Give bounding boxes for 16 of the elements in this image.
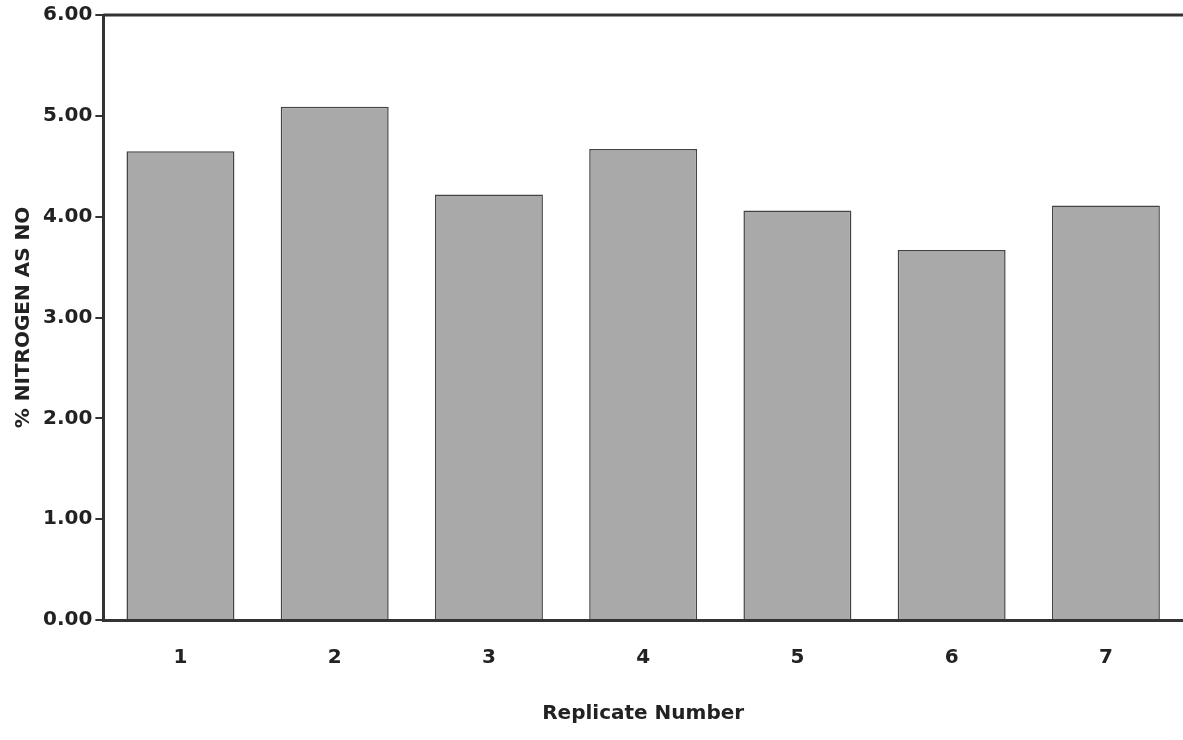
x-tick-label: 4 bbox=[636, 644, 651, 669]
y-tick-label: 1.00 bbox=[42, 505, 93, 530]
y-tick-label: 4.00 bbox=[42, 202, 93, 227]
y-axis-title: % NITROGEN AS NO bbox=[10, 206, 35, 429]
x-tick-label: 1 bbox=[173, 644, 188, 669]
y-tick-label: 0.00 bbox=[42, 606, 93, 631]
x-tick-label: 5 bbox=[790, 644, 805, 669]
x-tick-label: 7 bbox=[1098, 644, 1113, 669]
y-tick-label: 3.00 bbox=[42, 303, 93, 328]
y-tick-label: 6.00 bbox=[42, 1, 93, 26]
y-tick-label: 2.00 bbox=[42, 404, 93, 429]
y-tick-label: 5.00 bbox=[42, 102, 93, 127]
x-tick-label: 6 bbox=[944, 644, 959, 669]
x-axis-title: Replicate Number bbox=[542, 700, 745, 725]
x-tick-label: 3 bbox=[481, 644, 496, 669]
x-tick-label: 2 bbox=[327, 644, 342, 669]
